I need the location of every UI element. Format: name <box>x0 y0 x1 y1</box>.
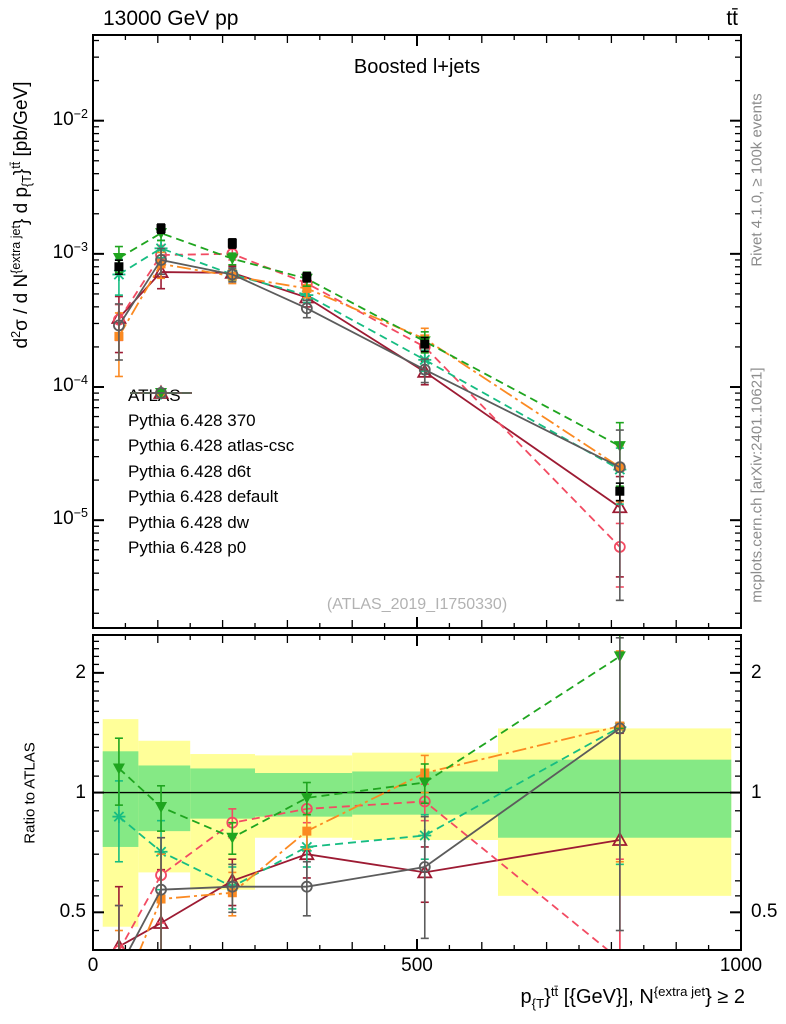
legend-label: Pythia 6.428 p0 <box>128 538 247 558</box>
main-y-tick-label: 10−2 <box>52 106 88 130</box>
data-marker-triangle-down-filled <box>300 792 313 804</box>
x-tick-label: 0 <box>87 955 99 976</box>
x-tick-label: 500 <box>401 955 433 976</box>
legend-entry: Pythia 6.428 default <box>128 388 294 510</box>
data-marker-square-filled <box>420 339 430 349</box>
process-label: tt̄ <box>726 7 738 30</box>
legend-label: ATLAS <box>128 385 181 405</box>
series-Pythia-6-428-p0 <box>114 636 626 974</box>
main-y-tick-label: 10−4 <box>52 373 88 396</box>
legend-entry: Pythia 6.428 d6t <box>128 386 294 484</box>
main-panel-frame <box>92 34 742 629</box>
data-marker-triangle-down-filled <box>112 763 125 775</box>
data-marker-square-filled <box>114 996 123 1005</box>
data-marker-triangle-down-filled <box>226 253 239 265</box>
data-marker-square-filled <box>227 238 237 248</box>
green-band-segment <box>498 759 732 838</box>
data-marker-circle-open <box>155 883 167 896</box>
series-Pythia-6-428-p0 <box>113 247 626 602</box>
legend-label: Pythia 6.428 dw <box>128 512 249 532</box>
legend-entry: Pythia 6.428 dw <box>128 388 294 535</box>
data-marker-circle-open <box>113 319 125 332</box>
data-marker-circle-open <box>226 880 239 893</box>
legend-marker <box>130 387 192 399</box>
data-marker-triangle-down-filled <box>226 832 239 844</box>
data-marker-circle-open <box>155 254 167 266</box>
data-marker-square-filled <box>302 272 312 282</box>
legend-label: Pythia 6.428 d6t <box>128 461 251 481</box>
data-marker-circle-open <box>300 880 313 893</box>
x-axis-label: p{T}tt̄ [{GeV}], N{extra jet} ≥ 2 <box>520 983 745 1011</box>
ratio-y-tick-label-left: 0.5 <box>59 901 86 923</box>
legend-entry: Pythia 6.428 p0 <box>128 387 294 560</box>
ratio-y-tick-label-right: 0.5 <box>751 901 778 923</box>
legend: ATLAS Pythia 6.428 370 Pythia 6.428 atlas-… <box>128 383 294 561</box>
data-marker-square-filled <box>615 486 625 496</box>
ratio-y-tick-label-right: 2 <box>751 661 762 683</box>
data-marker-square-filled <box>302 826 312 836</box>
data-marker-asterisk <box>113 811 125 822</box>
data-marker-circle-open <box>418 861 431 873</box>
ratio-y-tick-label-right: 1 <box>751 781 762 803</box>
data-marker-circle-open <box>226 268 239 281</box>
x-tick-label: 1000 <box>719 955 763 976</box>
data-marker-circle-open <box>615 955 625 965</box>
data-marker-triangle-down-filled <box>112 253 125 265</box>
ratio-y-tick-label-left: 1 <box>75 781 86 803</box>
data-marker-square-filled <box>156 224 166 234</box>
mcplots-arxiv-note: mcplots.cern.ch [arXiv:2401.10621] <box>748 367 766 603</box>
green-band-segment <box>190 768 255 819</box>
rivet-version-note: Rivet 4.1.0, ≥ 100k events <box>748 93 766 267</box>
plot-title: Boosted l+jets <box>353 56 481 78</box>
data-marker-triangle-down-filled <box>155 801 168 813</box>
legend-entry: Pythia 6.428 370 <box>128 384 294 433</box>
main-y-tick-label: 10−3 <box>52 239 88 263</box>
data-marker-circle-open <box>155 387 167 399</box>
legend-label: Pythia 6.428 default <box>128 487 279 507</box>
data-marker-circle-open <box>613 461 626 474</box>
data-marker-triangle-down-filled <box>418 777 431 789</box>
ratio-panel-frame <box>92 634 742 951</box>
analysis-watermark: (ATLAS_2019_I1750330) <box>326 596 508 613</box>
main-y-tick-label: 10−5 <box>52 506 88 530</box>
data-marker-circle-open <box>418 363 431 376</box>
series-ATLAS <box>114 223 625 502</box>
beam-energy-label: 13000 GeV pp <box>103 7 239 30</box>
data-marker-circle-open <box>300 302 313 315</box>
legend-label: Pythia 6.428 atlas-csc <box>128 436 295 456</box>
data-marker-square-filled <box>302 283 312 293</box>
legend-entry: Pythia 6.428 atlas-csc <box>128 387 295 459</box>
data-marker-circle-open <box>114 964 124 974</box>
legend-label: Pythia 6.428 370 <box>128 411 256 431</box>
data-marker-circle-open <box>613 722 626 735</box>
ratio-y-tick-label-left: 2 <box>75 661 86 683</box>
data-marker-square-filled <box>114 262 124 272</box>
